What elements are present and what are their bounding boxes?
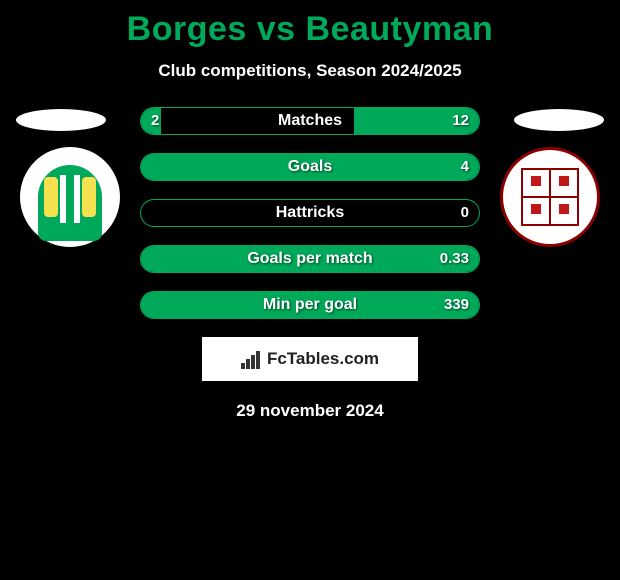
brand-box: FcTables.com bbox=[202, 337, 418, 381]
club-left-crest bbox=[20, 147, 120, 247]
date-text: 29 november 2024 bbox=[0, 401, 620, 421]
stat-label: Hattricks bbox=[141, 200, 479, 226]
club-right-crest bbox=[500, 147, 600, 247]
player-left-avatar bbox=[16, 109, 106, 131]
comparison-panel: 212Matches 4Goals 0Hattricks 0.33Goals per … bbox=[0, 107, 620, 319]
stat-row: 212Matches bbox=[140, 107, 480, 135]
stat-row: 0Hattricks bbox=[140, 199, 480, 227]
stat-label: Goals per match bbox=[141, 246, 479, 272]
stat-label: Goals bbox=[141, 154, 479, 180]
stat-row: 339Min per goal bbox=[140, 291, 480, 319]
stat-label: Min per goal bbox=[141, 292, 479, 318]
brand-chart-icon bbox=[241, 349, 263, 369]
subtitle: Club competitions, Season 2024/2025 bbox=[0, 61, 620, 81]
page-title: Borges vs Beautyman bbox=[0, 0, 620, 49]
brand-text: FcTables.com bbox=[267, 349, 379, 369]
stat-row: 4Goals bbox=[140, 153, 480, 181]
stat-label: Matches bbox=[141, 108, 479, 134]
player-right-avatar bbox=[514, 109, 604, 131]
stat-row: 0.33Goals per match bbox=[140, 245, 480, 273]
stat-bars: 212Matches 4Goals 0Hattricks 0.33Goals per … bbox=[140, 107, 480, 319]
